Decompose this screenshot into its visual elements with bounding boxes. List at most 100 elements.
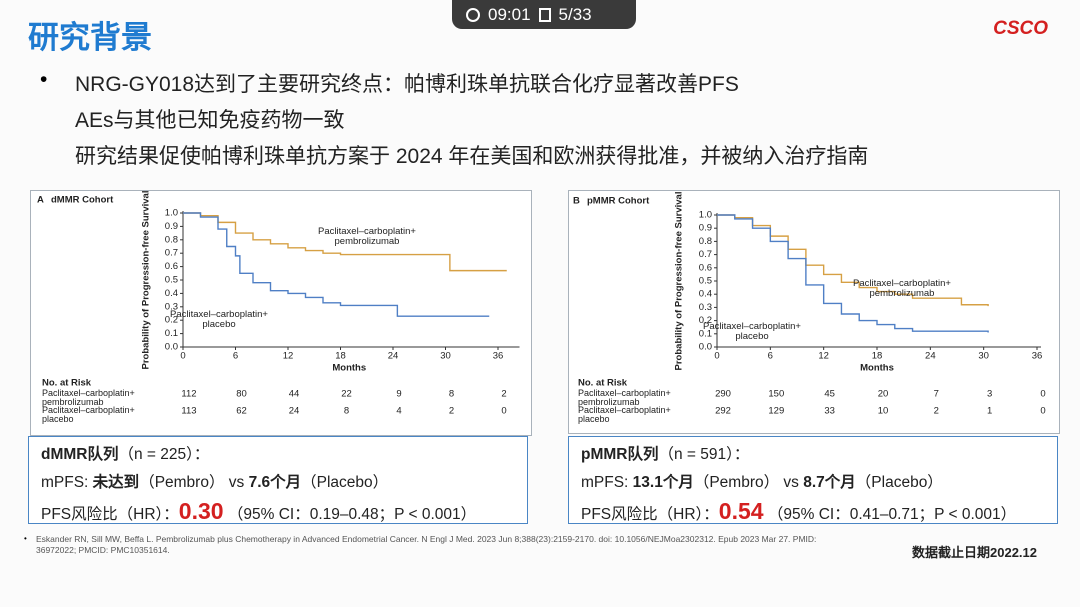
bullet-text: 研究结果促使帕博利珠单抗方案于 2024 年在美国和欧洲获得批准，并被纳入治疗指…: [75, 145, 869, 168]
footnote: Eskander RN, Sill MW, Beffa L. Pembroliz…: [36, 534, 817, 555]
risk-row-label: Paclitaxel–carboplatin+ pembrolizumab: [578, 388, 671, 407]
label: PFS风险比（HR）：: [41, 506, 179, 523]
y-tick-label: 0.6: [699, 262, 712, 273]
x-tick-label: 18: [872, 351, 883, 362]
y-tick-label: 0.7: [165, 248, 178, 259]
y-axis-label: Probability of Progression-free Survival: [141, 191, 152, 370]
value: 13.1个月: [632, 474, 694, 491]
cohort: pMMR队列: [581, 446, 659, 463]
risk-row-label: Paclitaxel–carboplatin+ placebo: [578, 405, 671, 424]
y-tick-label: 0.3: [165, 301, 178, 312]
risk-count: 150: [768, 389, 784, 400]
y-tick-label: 0.2: [165, 315, 178, 326]
value: 8.7个月: [803, 474, 856, 491]
risk-count: 22: [341, 389, 352, 400]
x-tick-label: 12: [818, 351, 829, 362]
y-tick-label: 0.5: [699, 276, 712, 287]
cutoff-date: 数据截止日期2022.12: [912, 545, 1037, 560]
x-tick-label: 30: [978, 351, 989, 362]
y-tick-label: 0.3: [699, 302, 712, 313]
curve-label: Paclitaxel–carboplatin+ pembrolizumab: [318, 226, 416, 247]
x-tick-label: 12: [283, 351, 294, 362]
y-tick-label: 0.0: [699, 342, 712, 353]
y-tick-label: 1.0: [699, 210, 712, 221]
risk-count: 129: [768, 406, 784, 417]
y-tick-label: 0.5: [165, 275, 178, 286]
panel-label: A: [37, 195, 44, 206]
y-tick-label: 0.9: [165, 221, 178, 232]
chart-title: pMMR Cohort: [587, 196, 650, 207]
y-tick-label: 0.9: [699, 223, 712, 234]
slide-title: 研究背景: [28, 20, 152, 55]
risk-count: 33: [824, 406, 835, 417]
risk-title: No. at Risk: [578, 378, 628, 389]
y-tick-label: 0.8: [699, 236, 712, 247]
chart-title: dMMR Cohort: [51, 195, 114, 206]
risk-count: 45: [824, 389, 835, 400]
risk-count: 3: [987, 389, 992, 400]
risk-count: 80: [236, 389, 247, 400]
clock-icon[interactable]: [466, 7, 480, 22]
summary-box: dMMR队列（n = 225）： mPFS: 未达到（Pembro） vs 7.…: [28, 436, 528, 524]
risk-count: 1: [987, 406, 992, 417]
label: mPFS:: [41, 474, 93, 491]
risk-count: 7: [934, 389, 939, 400]
label: （Pembro） vs: [139, 474, 249, 491]
player-toolbar: 09:01 5/33: [452, 0, 636, 29]
risk-count: 10: [878, 406, 889, 417]
risk-count: 2: [501, 389, 506, 400]
summary-box: pMMR队列（n = 591）： mPFS: 13.1个月（Pembro） vs…: [568, 436, 1058, 524]
ci: （95% CI：0.19–0.48；P < 0.001）: [227, 506, 477, 523]
x-tick-label: 6: [233, 351, 238, 362]
risk-count: 44: [289, 389, 300, 400]
x-tick-label: 18: [335, 351, 346, 362]
risk-count: 2: [449, 406, 454, 417]
x-axis-label: Months: [860, 363, 894, 374]
y-tick-label: 1.0: [165, 208, 178, 219]
logo: CSCO: [993, 18, 1048, 39]
bullet-text: AEs与其他已知免疫药物一致: [75, 109, 345, 132]
page-number: 5/33: [558, 4, 592, 24]
risk-count: 290: [715, 389, 731, 400]
ci: （95% CI：0.41–0.71；P < 0.001）: [767, 506, 1017, 523]
label: （Placebo）: [855, 474, 943, 491]
bullet-text: NRG-GY018达到了主要研究终点：帕博利珠单抗联合化疗显著改善PFS: [75, 73, 739, 96]
y-axis-label: Probability of Progression-free Survival: [674, 192, 685, 371]
label: （Pembro） vs: [693, 474, 804, 491]
label: mPFS:: [581, 474, 633, 491]
risk-count: 4: [396, 406, 401, 417]
x-tick-label: 30: [440, 351, 451, 362]
risk-count: 62: [236, 406, 247, 417]
panel-label: B: [573, 196, 580, 207]
y-tick-label: 0.1: [165, 328, 178, 339]
risk-title: No. at Risk: [42, 378, 92, 389]
y-tick-label: 0.2: [699, 315, 712, 326]
risk-count: 8: [344, 406, 349, 417]
risk-row-label: Paclitaxel–carboplatin+ pembrolizumab: [42, 388, 135, 407]
slide-icon[interactable]: [538, 7, 551, 22]
y-tick-label: 0.0: [165, 342, 178, 353]
risk-count: 24: [289, 406, 300, 417]
value: 7.6个月: [248, 474, 302, 491]
x-tick-label: 24: [388, 351, 399, 362]
curve-label: Paclitaxel–carboplatin+ placebo: [703, 321, 801, 342]
chart-panel: [568, 190, 1060, 434]
risk-count: 292: [715, 406, 731, 417]
risk-row-label: Paclitaxel–carboplatin+ placebo: [42, 405, 135, 424]
y-tick-label: 0.7: [699, 249, 712, 260]
risk-count: 9: [396, 389, 401, 400]
risk-count: 20: [878, 389, 889, 400]
survival-curve: [717, 214, 989, 333]
risk-count: 0: [501, 406, 506, 417]
risk-count: 113: [181, 406, 196, 417]
foot-dot: •: [24, 534, 27, 543]
value: 未达到: [92, 474, 140, 491]
y-tick-label: 0.4: [165, 288, 178, 299]
risk-count: 2: [934, 406, 939, 417]
y-tick-label: 0.8: [165, 234, 178, 245]
risk-count: 112: [181, 389, 196, 400]
x-axis-label: Months: [332, 363, 366, 374]
x-tick-label: 36: [1032, 351, 1043, 362]
